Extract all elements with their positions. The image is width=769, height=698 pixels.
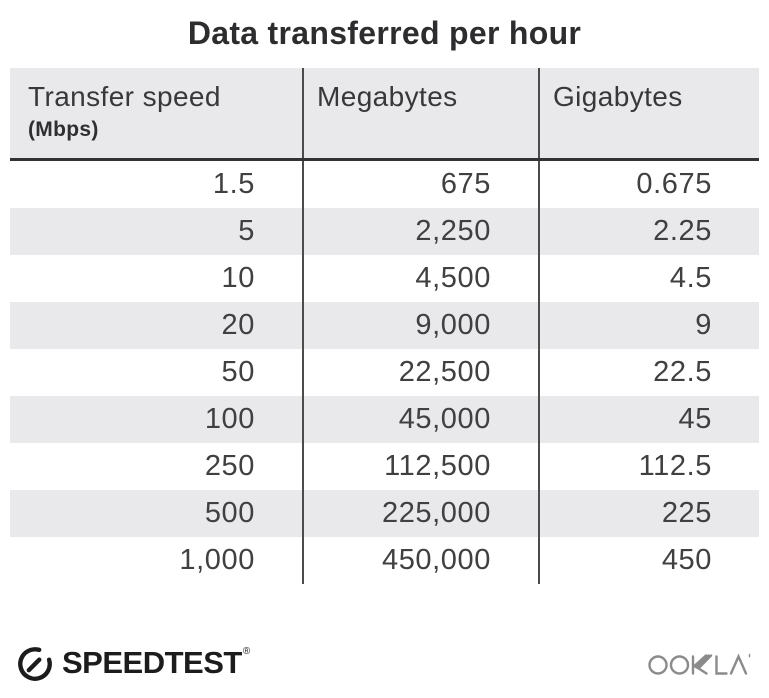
column-header-label: Gigabytes — [553, 81, 683, 112]
cell-transfer-speed: 1,000 — [179, 544, 255, 576]
cell-transfer-speed: 1.5 — [212, 168, 255, 200]
table-row: 1,000 450,000 450 — [10, 537, 759, 584]
cell-megabytes: 45,000 — [302, 396, 538, 443]
column-header-transfer-speed: Transfer speed (Mbps) — [10, 68, 302, 158]
cell-gigabytes: 4.5 — [538, 255, 759, 302]
column-header-megabytes: Megabytes — [302, 68, 538, 158]
registered-trademark-icon: ® — [242, 645, 251, 657]
column-header-gigabytes: Gigabytes — [538, 68, 759, 158]
table-row: 20 9,000 9 — [10, 302, 759, 349]
table-row: 100 45,000 45 — [10, 396, 759, 443]
speedtest-logo: SPEEDTEST ® — [16, 644, 250, 683]
page-title: Data transferred per hour — [187, 15, 582, 51]
cell-transfer-speed: 50 — [221, 356, 255, 388]
cell-gigabytes: 225 — [538, 490, 759, 537]
cell-transfer-speed: 500 — [204, 497, 255, 529]
cell-megabytes: 4,500 — [302, 255, 538, 302]
footer: SPEEDTEST ® — [0, 638, 769, 698]
cell-gigabytes: 450 — [538, 537, 759, 584]
cell-megabytes: 2,250 — [302, 208, 538, 255]
table-body: 1.5 675 0.675 5 2,250 2.25 10 4,500 4.5 … — [10, 161, 759, 584]
cell-transfer-speed: 20 — [221, 309, 255, 341]
cell-megabytes: 225,000 — [302, 490, 538, 537]
cell-megabytes: 112,500 — [302, 443, 538, 490]
table-row: 50 22,500 22.5 — [10, 349, 759, 396]
cell-gigabytes: 112.5 — [538, 443, 759, 490]
table-row: 5 2,250 2.25 — [10, 208, 759, 255]
cell-gigabytes: 0.675 — [538, 161, 759, 208]
cell-transfer-speed: 100 — [204, 403, 255, 435]
column-header-sublabel: (Mbps) — [28, 118, 99, 141]
table-row: 1.5 675 0.675 — [10, 161, 759, 208]
cell-gigabytes: 22.5 — [538, 349, 759, 396]
cell-transfer-speed: 5 — [238, 215, 255, 247]
cell-megabytes: 22,500 — [302, 349, 538, 396]
speedtest-gauge-icon — [18, 646, 52, 681]
cell-megabytes: 675 — [302, 161, 538, 208]
cell-megabytes: 450,000 — [302, 537, 538, 584]
speedtest-wordmark: SPEEDTEST — [62, 644, 242, 680]
cell-gigabytes: 2.25 — [538, 208, 759, 255]
table-row: 10 4,500 4.5 — [10, 255, 759, 302]
table-row: 500 225,000 225 — [10, 490, 759, 537]
cell-gigabytes: 9 — [538, 302, 759, 349]
cell-transfer-speed: 10 — [221, 262, 255, 294]
column-header-label: Transfer speed — [28, 81, 221, 112]
table-row: 250 112,500 112.5 — [10, 443, 759, 490]
ookla-logo — [647, 646, 755, 680]
cell-megabytes: 9,000 — [302, 302, 538, 349]
ookla-wordmark-icon — [648, 653, 751, 675]
table-header: Transfer speed (Mbps) Megabytes Gigabyte… — [10, 68, 759, 161]
cell-gigabytes: 45 — [538, 396, 759, 443]
column-header-label: Megabytes — [317, 81, 458, 112]
cell-transfer-speed: 250 — [204, 450, 255, 482]
data-table: Transfer speed (Mbps) Megabytes Gigabyte… — [10, 68, 759, 584]
